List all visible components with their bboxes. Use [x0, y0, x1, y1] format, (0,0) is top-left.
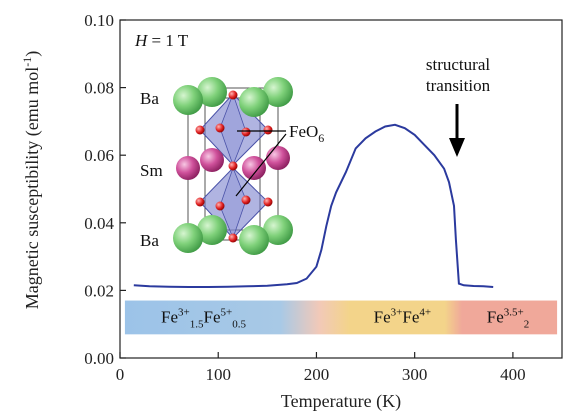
x-axis-title: Temperature (K): [281, 391, 401, 412]
x-tick-label: 200: [304, 365, 330, 384]
ba-atoms-bottom: [173, 215, 293, 255]
valence-band-label-1: Fe3+Fe4+: [374, 306, 431, 326]
y-tick-label: 0.02: [84, 281, 114, 300]
feo6-octahedron-top: [199, 92, 269, 167]
y-tick-label: 0.00: [84, 349, 114, 368]
feo6-pointer-lines: [235, 130, 287, 197]
valence-band-labels: Fe3+1.5Fe5+0.5 Fe3+Fe4+ Fe3.5+2: [161, 306, 529, 330]
oxygen-atoms: [195, 90, 273, 243]
x-tick-label: 100: [205, 365, 231, 384]
y-tick-label: 0.08: [84, 79, 114, 98]
transition-label-line1: structural: [426, 55, 490, 74]
transition-label-line2: transition: [426, 76, 491, 95]
x-tick-label: 400: [500, 365, 526, 384]
y-tick-label: 0.04: [84, 214, 114, 233]
field-annotation: H = 1 T: [134, 31, 189, 50]
valence-band-label-2: Fe3.5+2: [487, 306, 529, 330]
inset-label-sm: Sm: [140, 161, 163, 180]
y-axis-ticks: 0.00 0.02 0.04 0.06 0.08 0.10: [84, 11, 126, 368]
valence-band-label-0: Fe3+1.5Fe5+0.5: [161, 306, 246, 330]
inset-label-feo6: FeO6: [289, 122, 324, 145]
crystal-structure-inset: Ba Sm Ba FeO6: [140, 77, 324, 255]
x-tick-label: 300: [402, 365, 428, 384]
transition-arrow: [449, 104, 465, 157]
x-axis-ticks: 0 100 200 300 400: [116, 352, 526, 384]
inset-label-ba-top: Ba: [140, 89, 159, 108]
y-tick-label: 0.06: [84, 146, 114, 165]
y-tick-label: 0.10: [84, 11, 114, 30]
inset-label-ba-bottom: Ba: [140, 231, 159, 250]
plot-frame: [119, 19, 563, 359]
ba-atoms-top: [173, 77, 293, 117]
valence-band-background: [124, 300, 558, 335]
y-axis-title: Magnetic susceptibility (emu mol-1): [20, 51, 43, 309]
susceptibility-line: [133, 123, 494, 288]
x-tick-label: 0: [116, 365, 125, 384]
